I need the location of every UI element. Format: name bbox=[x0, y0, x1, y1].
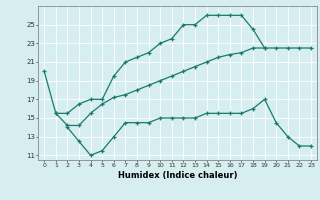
X-axis label: Humidex (Indice chaleur): Humidex (Indice chaleur) bbox=[118, 171, 237, 180]
